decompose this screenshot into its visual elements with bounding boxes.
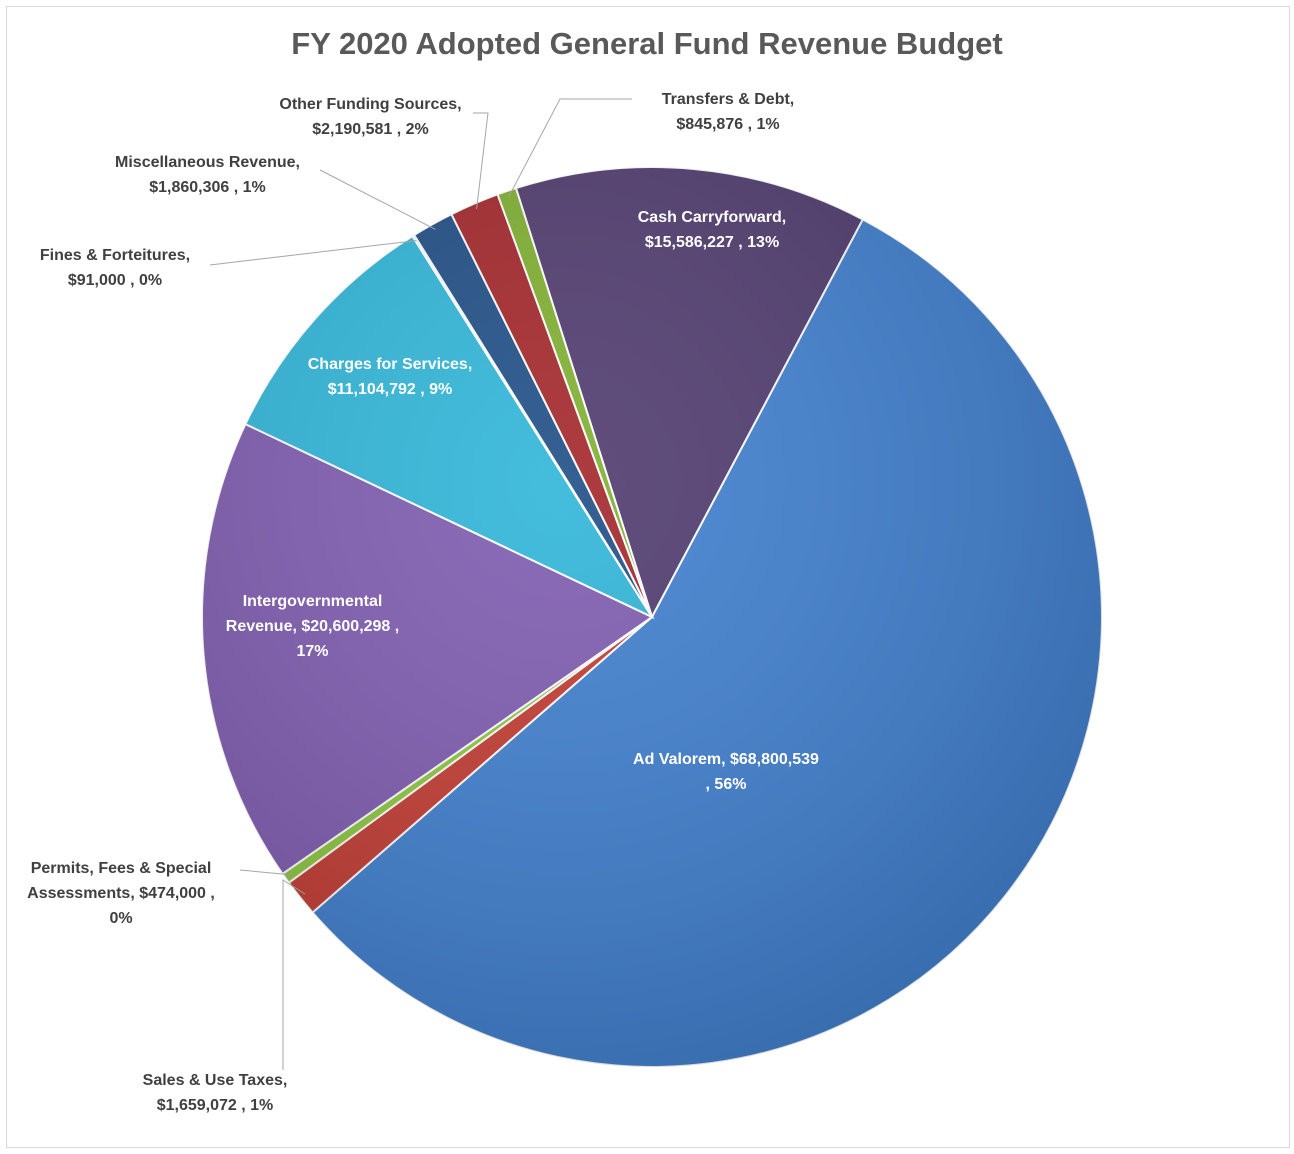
- slice-label-ad-valorem: Ad Valorem, $68,800,539, 56%: [633, 751, 819, 793]
- chart-title: FY 2020 Adopted General Fund Revenue Bud…: [291, 26, 1003, 61]
- slice-label-intergovernmental: Intergovernmental Revenue, $20,600,298 ,1…: [225, 593, 400, 660]
- slice-label-permits-fees: Permits, Fees & Special Assessments, $474…: [27, 860, 215, 927]
- slice-label-other-funding: Other Funding Sources, $2,190,581 , 2%: [279, 96, 462, 138]
- slice-label-miscellaneous: Miscellaneous Revenue, $1,860,306 , 1%: [115, 154, 300, 196]
- slice-label-charges-services: Charges for Services, $11,104,792 , 9%: [307, 356, 473, 398]
- leader-line: [508, 98, 632, 198]
- slice-label-cash-carryforward: Cash Carryforward, $15,586,227 , 13%: [637, 209, 787, 251]
- slice-label-transfers-debt: Transfers & Debt, $845,876 , 1%: [661, 91, 795, 133]
- slice-label-fines-forteitures: Fines & Forteitures, $91,000 , 0%: [39, 247, 191, 289]
- slice-label-sales-use-taxes: Sales & Use Taxes, $1,659,072 , 1%: [142, 1072, 288, 1114]
- leader-line: [282, 879, 306, 1070]
- leader-line: [319, 169, 436, 230]
